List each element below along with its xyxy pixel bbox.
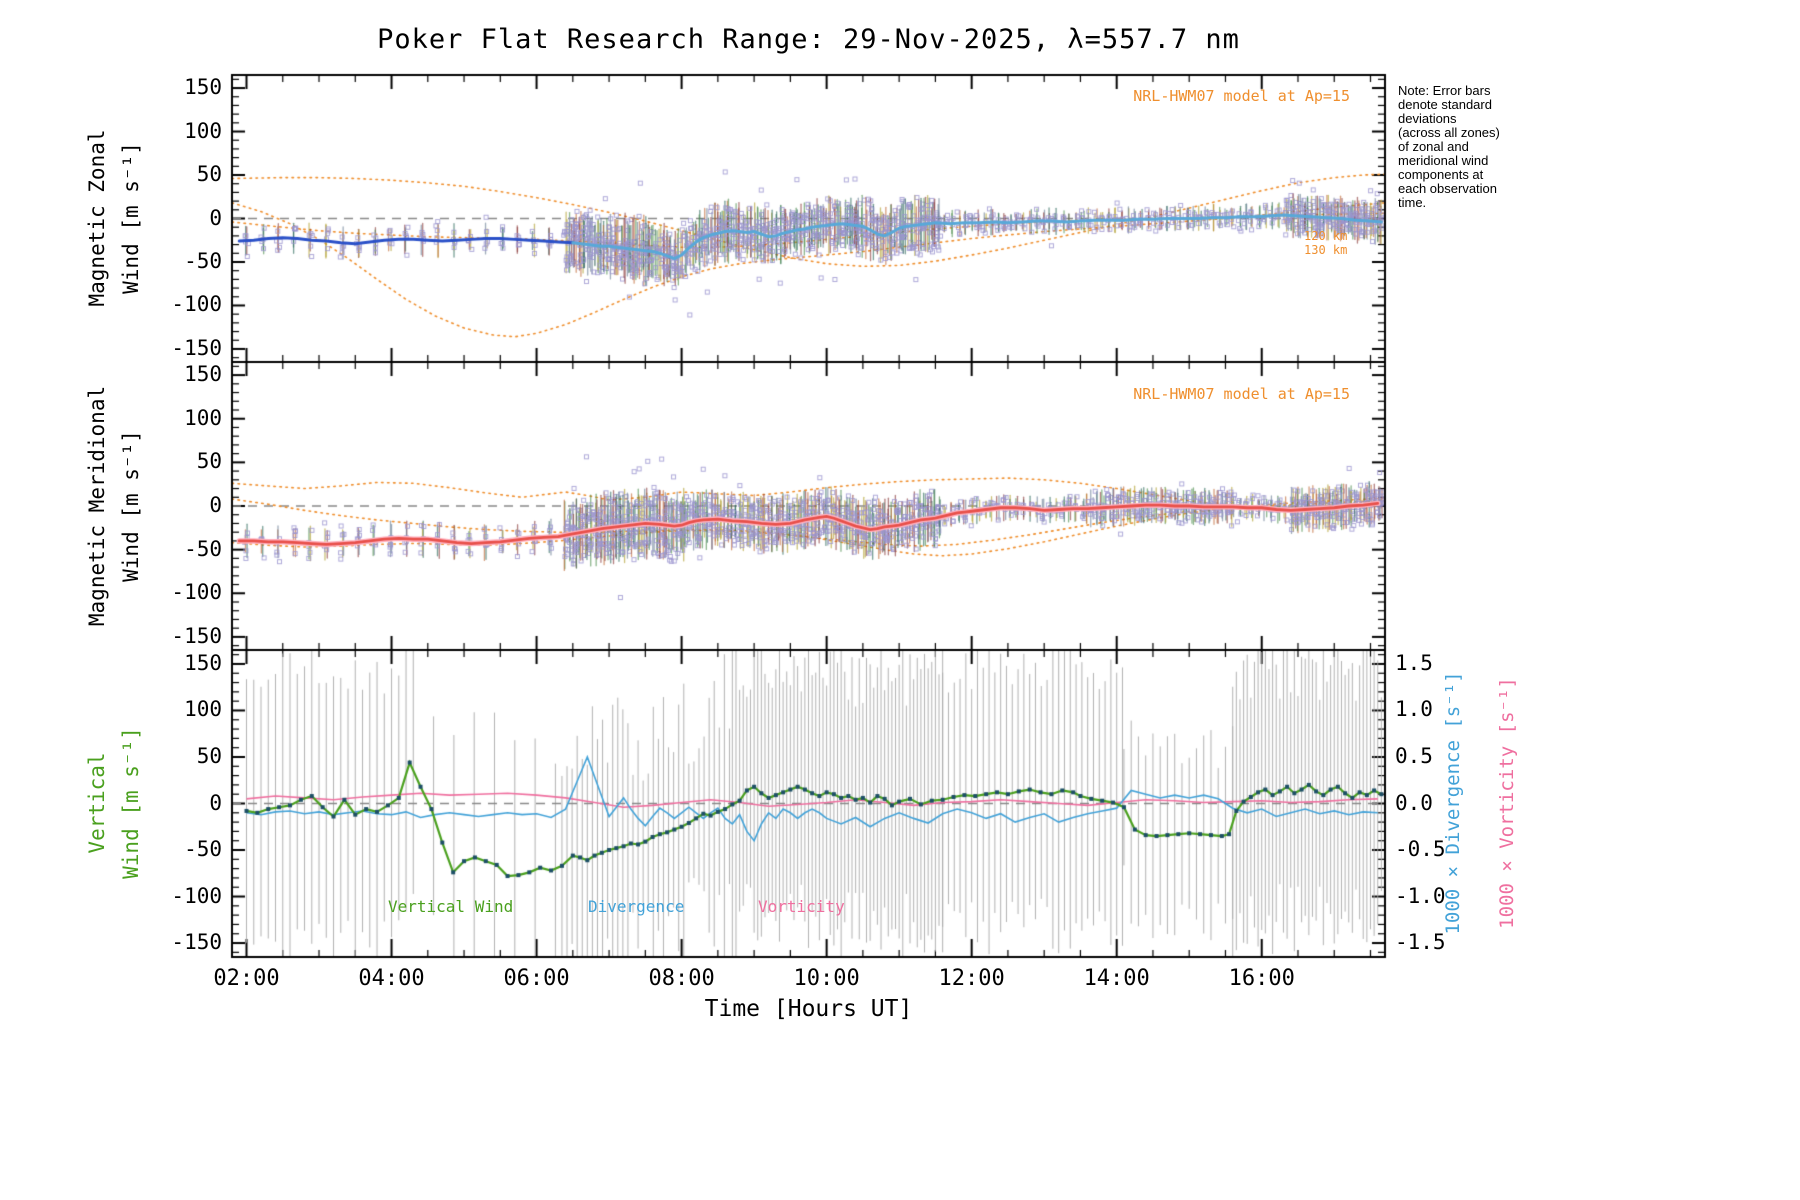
y-tick-label: -150 xyxy=(171,335,222,360)
x-tick-label: 04:00 xyxy=(358,966,425,991)
y-tick-label: 100 xyxy=(184,697,222,722)
y-tick-label: -150 xyxy=(171,623,222,648)
plot-title: Poker Flat Research Range: 29-Nov-2025, … xyxy=(377,24,1240,55)
y-tick-label: 50 xyxy=(196,162,222,186)
note-line: components at xyxy=(1398,167,1484,183)
note-line: time. xyxy=(1398,195,1427,211)
ylabel-vertical-line1: Vertical xyxy=(85,752,109,854)
y-tick-label: -100 xyxy=(171,580,222,605)
y-tick-label: 150 xyxy=(184,650,222,675)
ylabel-zonal-line1: Magnetic Zonal xyxy=(85,129,109,307)
right-y-tick-label: -1.0 xyxy=(1395,883,1446,908)
right-y-tick-label: 0.0 xyxy=(1395,790,1433,815)
x-tick-label: 02:00 xyxy=(213,966,280,991)
y-tick-label: -50 xyxy=(184,248,222,273)
note-line: Note: Error bars xyxy=(1398,83,1491,98)
y-tick-label: -100 xyxy=(171,883,222,908)
x-tick-label: 08:00 xyxy=(648,966,715,991)
note-line: deviations xyxy=(1398,111,1457,127)
y-tick-label: 50 xyxy=(196,743,222,768)
note-line: meridional wind xyxy=(1398,153,1489,169)
y-tick-label: 0 xyxy=(209,205,222,230)
y-tick-label: -50 xyxy=(184,536,222,561)
model-annotation-zonal: NRL-HWM07 model at Ap=15 xyxy=(1133,87,1350,105)
ylabel-vertical-line2: Wind [m s⁻¹] xyxy=(119,727,143,879)
y-tick-label: 0 xyxy=(209,790,222,815)
x-tick-label: 12:00 xyxy=(938,966,1005,991)
right-y-tick-label: 1.5 xyxy=(1395,650,1433,675)
y-tick-label: -150 xyxy=(171,930,222,955)
legend-divergence: Divergence xyxy=(588,897,685,916)
note-line: each observation xyxy=(1398,181,1498,197)
right-axis-title-vorticity: 1000 × Vorticity [s⁻¹] xyxy=(1496,677,1518,929)
x-tick-label: 06:00 xyxy=(503,966,570,991)
x-axis-label: Time [Hours UT] xyxy=(704,996,913,1022)
ylabel-zonal-line2: Wind [m s⁻¹] xyxy=(119,142,143,294)
y-tick-label: 100 xyxy=(184,405,222,430)
y-tick-label: 150 xyxy=(184,362,222,387)
legend-vorticity: Vorticity xyxy=(758,897,845,916)
note-text: Note: Error bars denote standard deviation… xyxy=(1398,83,1578,211)
ylabel-meridional-line1: Magnetic Meridional xyxy=(85,385,109,627)
y-tick-label: 0 xyxy=(209,493,222,517)
right-y-tick-label: 1.0 xyxy=(1395,697,1433,722)
y-tick-label: 150 xyxy=(184,75,222,100)
right-y-tick-label: -1.5 xyxy=(1395,930,1446,955)
right-y-tick-label: 0.5 xyxy=(1395,743,1433,768)
note-line: denote standard xyxy=(1398,97,1492,113)
y-tick-label: -100 xyxy=(171,292,222,317)
y-tick-label: 100 xyxy=(184,118,222,143)
note-line: of zonal and xyxy=(1398,139,1469,155)
x-tick-label: 16:00 xyxy=(1228,966,1295,991)
altitude-label-130km: 130 km xyxy=(1304,243,1348,257)
model-annotation-meridional: NRL-HWM07 model at Ap=15 xyxy=(1133,385,1350,403)
altitude-label-120km: 120 km xyxy=(1304,229,1348,243)
note-line: (across all zones) xyxy=(1398,125,1500,141)
ylabel-meridional-line2: Wind [m s⁻¹] xyxy=(119,430,143,582)
y-tick-label: 50 xyxy=(196,449,222,474)
x-tick-label: 10:00 xyxy=(793,966,860,991)
right-y-tick-label: -0.5 xyxy=(1395,837,1446,861)
y-tick-label: -50 xyxy=(184,837,222,861)
x-tick-label: 14:00 xyxy=(1083,966,1150,991)
legend-vertical-wind: Vertical Wind xyxy=(388,897,514,916)
